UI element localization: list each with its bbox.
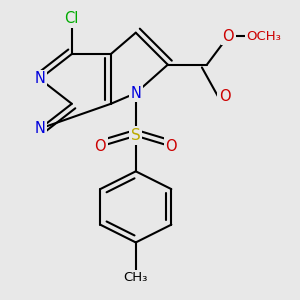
Text: N: N (34, 71, 45, 86)
Text: Cl: Cl (64, 11, 79, 26)
Text: O: O (219, 89, 230, 104)
Text: O: O (94, 139, 106, 154)
Text: N: N (34, 121, 45, 136)
Text: O: O (166, 139, 177, 154)
Text: CH₃: CH₃ (124, 272, 148, 284)
Text: OCH₃: OCH₃ (246, 30, 281, 43)
Text: N: N (130, 85, 141, 100)
Text: O: O (222, 29, 234, 44)
Text: S: S (131, 128, 141, 143)
